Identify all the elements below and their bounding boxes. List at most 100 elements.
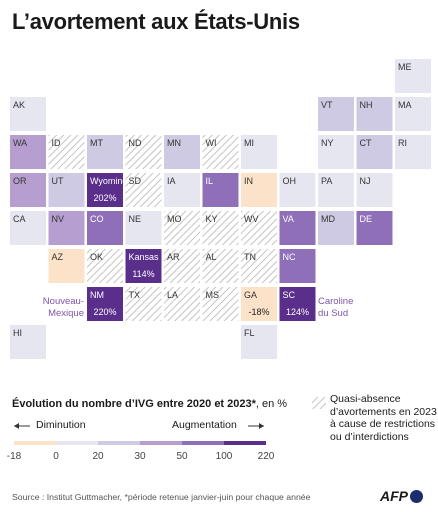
arrow-right-icon [259,423,264,429]
state-tile-sc [279,287,316,321]
state-label-ky: KY [206,214,218,224]
legend-bin-3 [140,441,182,445]
state-tile-co [87,211,123,245]
state-label-il: IL [206,176,214,186]
state-label-ca: CA [13,214,26,224]
state-label-ok: OK [90,252,103,262]
state-value-sc: 124% [286,307,309,317]
state-tile-la [164,287,200,321]
state-tile-ms [202,287,239,321]
legend-tick-1: 0 [53,451,59,462]
state-tile-tn [241,249,277,283]
state-tile-ok [87,249,123,283]
afp-logo: AFP [380,488,423,504]
legend-tick-4: 50 [176,451,188,462]
state-tile-sd [125,173,162,207]
state-label-ms: MS [206,290,220,300]
state-label-ma: MA [398,100,412,110]
legend-hatched-swatch [312,397,326,409]
state-tile-nv [48,211,85,245]
state-label-wv: WV [244,214,259,224]
state-label-va: VA [283,214,294,224]
state-label-mo: MO [167,214,182,224]
state-label-or: OR [13,176,27,186]
state-tile-ct [356,135,393,169]
afp-logo-text: AFP [380,488,408,504]
legend-bin-4 [182,441,224,445]
state-tile-nc [279,249,316,283]
state-tile-vt [318,97,354,131]
legend-tick-3: 30 [134,451,146,462]
page-title: L’avortement aux États-Unis [12,9,300,34]
state-tile-in [241,173,277,207]
legend-bin-5 [224,441,266,445]
state-tile-fl [241,325,277,359]
legend-tick-0: -18 [7,451,22,462]
callout-new-mexico-line2: Mexique [48,308,84,319]
state-tile-ut [48,173,85,207]
state-tile-nd [125,135,162,169]
state-tile-ne [125,211,162,245]
state-label-pa: PA [321,176,332,186]
state-tile-ri [395,135,431,169]
state-label-mn: MN [167,138,181,148]
state-label-ar: AR [167,252,180,262]
state-tile-mn [164,135,200,169]
legend-bin-2 [98,441,140,445]
state-label-tx: TX [129,290,141,300]
state-tile-wa [10,135,46,169]
state-tile-mt [87,135,123,169]
state-tile-ma [395,97,431,131]
callout-south-carolina: Caroline du Sud [318,296,353,320]
legend-bin-1 [56,441,98,445]
state-label-mt: MT [90,138,103,148]
state-label-wa: WA [13,138,27,148]
state-label-ga: GA [244,290,257,300]
legend-tick-2: 20 [92,451,104,462]
state-label-id: ID [52,138,62,148]
callout-new-mexico: Nouveau- Mexique [40,296,84,320]
state-label-nd: ND [129,138,142,148]
state-label-wi: WI [206,138,217,148]
state-label-nv: NV [52,214,65,224]
state-tile-tx [125,287,162,321]
state-tile-az [48,249,85,283]
state-tile-ar [164,249,200,283]
state-label-ut: UT [52,176,64,186]
state-label-me: ME [398,62,412,72]
state-label-fl: FL [244,328,255,338]
state-value-nm: 220% [93,307,116,317]
state-label-wy: Wyoming [90,176,127,186]
state-label-az: AZ [52,252,64,262]
state-label-ny: NY [321,138,334,148]
legend-title-bold: Évolution du nombre d’IVG entre 2020 et … [12,398,256,410]
state-label-hi: HI [13,328,22,338]
legend-decrease-label: Diminution [36,419,86,431]
state-label-ak: AK [13,100,25,110]
state-tile-ia [164,173,200,207]
state-tile-ak [10,97,46,131]
state-label-sc: SC [283,290,296,300]
state-tile-ky [202,211,239,245]
state-tile-wv [241,211,277,245]
state-label-de: DE [360,214,373,224]
source-note: Source : Institut Guttmacher, *période r… [12,492,311,502]
state-label-nm: NM [90,290,104,300]
state-tile-md [318,211,354,245]
state-label-ia: IA [167,176,176,186]
state-label-nc: NC [283,252,296,262]
state-tile-pa [318,173,354,207]
state-tile-ny [318,135,354,169]
state-label-nh: NH [360,100,373,110]
state-label-tn: TN [244,252,256,262]
logo-dot-icon [410,490,423,503]
state-label-al: AL [206,252,217,262]
state-tile-al [202,249,239,283]
state-tile-oh [279,173,316,207]
state-tile-nj [356,173,393,207]
tile-map: ME AK VT NH MA WA ID MT ND MN WI MI NY CT RI OR UT Wyomin… [10,59,431,359]
legend-title: Évolution du nombre d’IVG entre 2020 et … [12,398,287,410]
state-tile-wi [202,135,239,169]
legend-tick-5: 100 [216,451,233,462]
state-label-ri: RI [398,138,407,148]
